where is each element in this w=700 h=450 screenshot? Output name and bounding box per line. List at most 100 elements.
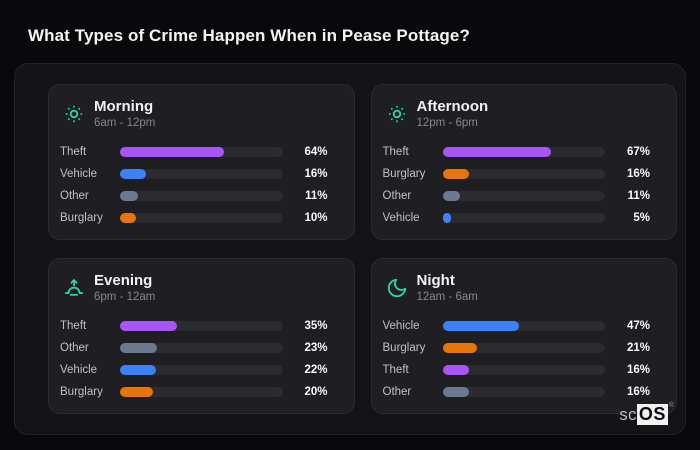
bar-fill	[442, 365, 469, 376]
crime-type-label: Theft	[60, 146, 87, 159]
crime-percentage: 67%	[626, 146, 650, 159]
crime-percentage: 16%	[626, 364, 650, 377]
crime-bar-row: Vehicle 5%	[383, 211, 651, 225]
card-title: Evening	[94, 272, 153, 289]
card-time-range: 12pm - 6pm	[416, 117, 478, 130]
crime-percentage: 22%	[304, 364, 328, 377]
card-title: Night	[416, 272, 455, 289]
crime-type-label: Theft	[60, 320, 87, 333]
bar-fill	[120, 387, 153, 398]
bar-track	[120, 213, 283, 224]
scos-logo: sc OS ®	[619, 402, 674, 425]
crime-bar-row: Burglary 20%	[60, 385, 328, 399]
crime-bar-row: Theft 35%	[60, 319, 328, 333]
crime-percentage: 21%	[626, 342, 650, 355]
card-title: Morning	[94, 98, 154, 115]
bar-fill	[442, 343, 477, 354]
sun-icon	[386, 103, 408, 125]
crime-type-label: Burglary	[382, 342, 426, 355]
bar-track	[442, 147, 605, 158]
card-titles: Night 12am - 6am	[417, 272, 478, 303]
crime-bars-list: Vehicle 47% Burglary 21% Theft 16% Other…	[383, 319, 651, 399]
card-afternoon: Afternoon 12pm - 6pm Theft 67% Burglary …	[370, 84, 677, 240]
bar-fill	[120, 213, 137, 224]
moon-icon	[386, 277, 408, 299]
crime-type-label: Burglary	[60, 386, 103, 399]
card-morning: Morning 6am - 12pm Theft 64% Vehicle 16%…	[48, 84, 355, 240]
bar-fill	[120, 147, 224, 158]
sunset-icon	[63, 277, 85, 299]
bar-fill	[120, 169, 146, 180]
crime-bar-row: Theft 67%	[383, 145, 651, 159]
crime-type-label: Vehicle	[60, 364, 98, 377]
crime-bars-list: Theft 35% Other 23% Vehicle 22% Burglary…	[60, 319, 328, 399]
card-time-range: 6am - 12pm	[94, 117, 156, 130]
crime-bar-row: Burglary 21%	[383, 341, 651, 355]
bar-fill	[120, 365, 156, 376]
crime-type-label: Vehicle	[382, 320, 420, 333]
card-header: Night 12am - 6am	[383, 272, 651, 303]
crime-percentage: 16%	[626, 386, 650, 399]
crime-bar-row: Vehicle 22%	[60, 363, 328, 377]
crime-bar-row: Theft 16%	[383, 363, 651, 377]
bar-fill	[442, 321, 519, 332]
crime-type-label: Theft	[382, 364, 409, 377]
bar-track	[442, 213, 605, 224]
crime-bar-row: Other 16%	[383, 385, 651, 399]
bar-fill	[442, 147, 552, 158]
crime-times-panel: Morning 6am - 12pm Theft 64% Vehicle 16%…	[14, 63, 686, 435]
crime-type-label: Vehicle	[382, 212, 420, 225]
bar-fill	[442, 169, 469, 180]
crime-bars-list: Theft 67% Burglary 16% Other 11% Vehicle…	[383, 145, 651, 225]
crime-bar-row: Other 11%	[60, 189, 328, 203]
bar-track	[120, 147, 283, 158]
card-time-range: 6pm - 12am	[94, 291, 156, 304]
crime-bar-row: Theft 64%	[60, 145, 328, 159]
bar-fill	[442, 387, 469, 398]
registered-trademark-icon: ®	[668, 402, 674, 409]
bar-track	[442, 169, 605, 180]
scos-logo-box: OS	[636, 404, 668, 425]
scos-logo-prefix: sc	[619, 405, 637, 424]
page-title: What Types of Crime Happen When in Pease…	[28, 26, 470, 45]
crime-percentage: 10%	[304, 212, 328, 225]
crime-bar-row: Vehicle 47%	[383, 319, 651, 333]
bar-fill	[442, 191, 461, 202]
crime-type-label: Vehicle	[60, 168, 98, 181]
crime-type-label: Other	[382, 190, 412, 203]
card-header: Morning 6am - 12pm	[60, 98, 328, 129]
bar-track	[120, 343, 283, 354]
card-titles: Afternoon 12pm - 6pm	[417, 98, 489, 129]
bar-track	[442, 321, 605, 332]
bar-fill	[442, 213, 451, 224]
card-header: Afternoon 12pm - 6pm	[383, 98, 651, 129]
bar-track	[120, 169, 283, 180]
crime-percentage: 11%	[305, 190, 328, 203]
crime-percentage: 16%	[304, 168, 328, 181]
crime-bar-row: Other 23%	[60, 341, 328, 355]
bar-track	[120, 321, 283, 332]
bar-track	[120, 365, 283, 376]
crime-percentage: 11%	[627, 190, 650, 203]
bar-fill	[120, 343, 158, 354]
bar-track	[120, 387, 283, 398]
crime-percentage: 64%	[304, 146, 328, 159]
card-header: Evening 6pm - 12am	[60, 272, 328, 303]
crime-type-label: Burglary	[382, 168, 426, 181]
crime-type-label: Other	[60, 190, 89, 203]
card-title: Afternoon	[416, 98, 489, 115]
bar-track	[442, 191, 605, 202]
crime-percentage: 16%	[626, 168, 650, 181]
bar-track	[442, 387, 605, 398]
crime-bar-row: Burglary 10%	[60, 211, 328, 225]
bar-track	[442, 343, 605, 354]
crime-bars-list: Theft 64% Vehicle 16% Other 11% Burglary…	[60, 145, 328, 225]
crime-type-label: Other	[382, 386, 412, 399]
card-time-range: 12am - 6am	[416, 291, 478, 304]
bar-fill	[120, 191, 138, 202]
crime-bar-row: Vehicle 16%	[60, 167, 328, 181]
bar-track	[442, 365, 605, 376]
card-night: Night 12am - 6am Vehicle 47% Burglary 21…	[370, 258, 677, 414]
card-titles: Morning 6am - 12pm	[94, 98, 155, 129]
crime-percentage: 20%	[304, 386, 328, 399]
